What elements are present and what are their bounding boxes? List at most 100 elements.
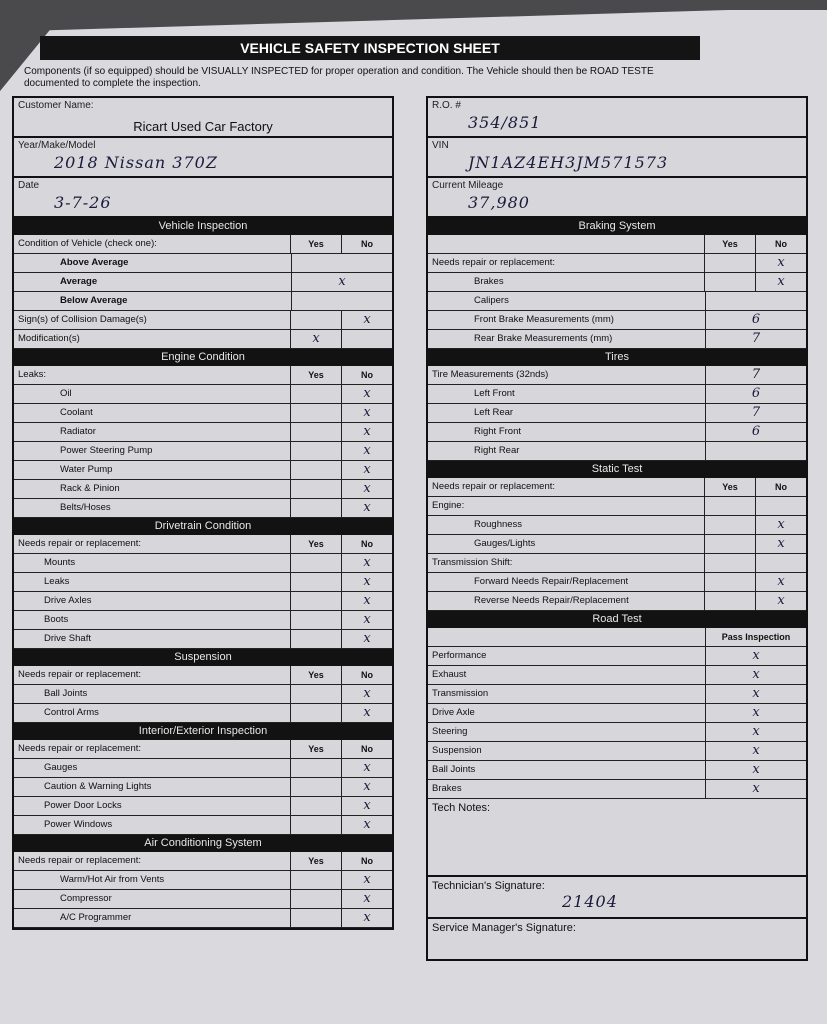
no-cell[interactable]: x [341, 480, 392, 498]
yes-cell[interactable] [704, 497, 755, 515]
no-cell[interactable]: x [341, 630, 392, 648]
yes-cell[interactable] [290, 909, 341, 927]
yes-cell[interactable]: x [290, 330, 341, 348]
no-cell[interactable] [755, 554, 806, 572]
check-cell[interactable]: x [291, 273, 392, 291]
check-cell[interactable]: x [705, 666, 806, 684]
yes-cell[interactable] [704, 592, 755, 610]
row-label: A/C Programmer [60, 912, 132, 923]
check-cell[interactable] [705, 442, 806, 460]
check-cell[interactable]: x [705, 780, 806, 798]
yes-cell[interactable] [290, 311, 341, 329]
column-header-row: Yes No [428, 235, 806, 254]
yes-cell[interactable] [290, 816, 341, 834]
yes-cell[interactable] [290, 592, 341, 610]
yes-cell[interactable] [290, 704, 341, 722]
check-cell[interactable]: x [705, 761, 806, 779]
yes-cell[interactable] [290, 611, 341, 629]
yes-cell[interactable] [290, 480, 341, 498]
no-cell[interactable] [755, 497, 806, 515]
info-value[interactable]: 3-7-26 [54, 193, 112, 212]
no-cell[interactable]: x [341, 797, 392, 815]
no-cell[interactable]: x [755, 273, 806, 291]
yes-cell[interactable] [704, 554, 755, 572]
no-cell[interactable]: x [341, 311, 392, 329]
check-cell[interactable]: 7 [705, 330, 806, 348]
info-value[interactable]: 2018 Nissan 370Z [54, 153, 218, 172]
no-cell[interactable]: x [341, 592, 392, 610]
no-cell[interactable]: x [341, 404, 392, 422]
yes-cell[interactable] [290, 499, 341, 517]
no-cell[interactable]: x [341, 759, 392, 777]
check-cell[interactable] [291, 254, 392, 272]
check-cell[interactable]: x [705, 685, 806, 703]
no-cell[interactable]: x [755, 573, 806, 591]
no-cell[interactable]: x [341, 890, 392, 908]
check-cell[interactable]: x [705, 723, 806, 741]
yes-cell[interactable] [704, 516, 755, 534]
no-cell[interactable]: x [755, 254, 806, 272]
yes-cell[interactable] [290, 385, 341, 403]
check-cell[interactable]: 7 [705, 404, 806, 422]
no-cell[interactable]: x [341, 442, 392, 460]
check-cell[interactable]: 6 [705, 423, 806, 441]
info-label: Customer Name: [18, 100, 94, 111]
yes-cell[interactable] [290, 778, 341, 796]
yes-cell[interactable] [290, 554, 341, 572]
no-cell[interactable]: x [341, 573, 392, 591]
check-cell[interactable]: 6 [705, 311, 806, 329]
no-cell[interactable] [341, 330, 392, 348]
check-cell[interactable]: x [705, 704, 806, 722]
no-cell[interactable]: x [755, 535, 806, 553]
row-label: Left Front [474, 388, 515, 399]
yes-cell[interactable] [290, 890, 341, 908]
yes-cell[interactable] [704, 573, 755, 591]
no-cell[interactable]: x [341, 685, 392, 703]
no-cell[interactable]: x [341, 499, 392, 517]
yes-cell[interactable] [290, 573, 341, 591]
info-value[interactable]: JN1AZ4EH3JM571573 [468, 153, 669, 172]
info-value[interactable]: Ricart Used Car Factory [133, 119, 273, 134]
no-cell[interactable]: x [341, 385, 392, 403]
yes-cell[interactable] [290, 797, 341, 815]
yes-cell[interactable] [290, 461, 341, 479]
column-header-row: Needs repair or replacement: Yes No [428, 478, 806, 497]
manager-signature-field[interactable]: Service Manager's Signature: [428, 919, 806, 959]
yes-cell[interactable] [704, 254, 755, 272]
column-header: No [341, 740, 392, 758]
technician-signature-field[interactable]: Technician's Signature: 21404 [428, 877, 806, 919]
yes-cell[interactable] [290, 442, 341, 460]
measurement-cell[interactable]: 7 [705, 366, 806, 384]
no-cell[interactable]: x [341, 909, 392, 927]
yes-cell[interactable] [290, 871, 341, 889]
yes-cell[interactable] [290, 630, 341, 648]
table-row: Front Brake Measurements (mm) 6 [428, 311, 806, 330]
row-label: Oil [60, 388, 72, 399]
yes-cell[interactable] [290, 685, 341, 703]
no-cell[interactable]: x [755, 516, 806, 534]
no-cell[interactable]: x [341, 611, 392, 629]
yes-cell[interactable] [704, 535, 755, 553]
no-cell[interactable]: x [341, 871, 392, 889]
no-cell[interactable]: x [341, 778, 392, 796]
no-cell[interactable]: x [341, 816, 392, 834]
no-cell[interactable]: x [755, 592, 806, 610]
check-cell[interactable] [291, 292, 392, 310]
yes-cell[interactable] [704, 273, 755, 291]
no-cell[interactable]: x [341, 461, 392, 479]
row-label: Forward Needs Repair/Replacement [474, 576, 629, 587]
check-cell[interactable] [705, 292, 806, 310]
yes-cell[interactable] [290, 404, 341, 422]
no-cell[interactable]: x [341, 704, 392, 722]
row-label: Drive Shaft [44, 633, 91, 644]
yes-cell[interactable] [290, 423, 341, 441]
check-cell[interactable]: x [705, 742, 806, 760]
tech-notes-field[interactable]: Tech Notes: [428, 799, 806, 877]
check-cell[interactable]: x [705, 647, 806, 665]
info-value[interactable]: 37,980 [468, 193, 530, 212]
no-cell[interactable]: x [341, 554, 392, 572]
check-cell[interactable]: 6 [705, 385, 806, 403]
yes-cell[interactable] [290, 759, 341, 777]
info-value[interactable]: 354/851 [468, 113, 542, 132]
no-cell[interactable]: x [341, 423, 392, 441]
